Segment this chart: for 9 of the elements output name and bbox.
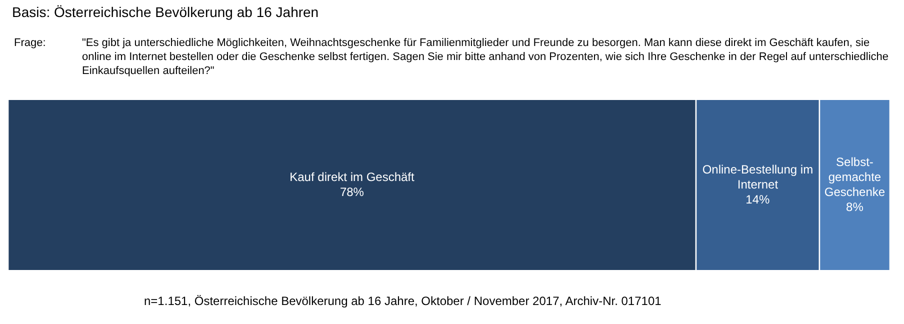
series-label: Online-Bestellung im Internet: [702, 162, 814, 192]
data-label: 78%: [340, 184, 364, 199]
text: n=1.151, Österreichische Bevölkerung ab 16 Jahre, Oktober / November 2017, Archiv-Nr. 017101: [144, 294, 662, 308]
series-label: Selbst-gemachte Geschenke: [824, 154, 886, 199]
data-label: 14%: [746, 192, 770, 206]
chart-title: Basis: Österreichische Bevölkerung ab 16 Jahren: [12, 4, 319, 20]
data-label: 8%: [846, 200, 864, 214]
series-label: Kauf direkt im Geschäft: [290, 170, 416, 184]
text: Frage: "Es gibt ja unterschiedliche Möglichkeiten, Weihnachtsgeschenke für Familienmitglieder und Freunde zu besorgen. Man kann diese direkt im Geschäft kaufen, sie online im Internet bestellen oder die Geschenke selbst fertigen. Sagen Sie mir bitte anhand von Prozenten, wie sich Ihre Geschenke in der Regel auf unterschiedliche Einkaufsquellen aufteilen?": [14, 37, 889, 77]
